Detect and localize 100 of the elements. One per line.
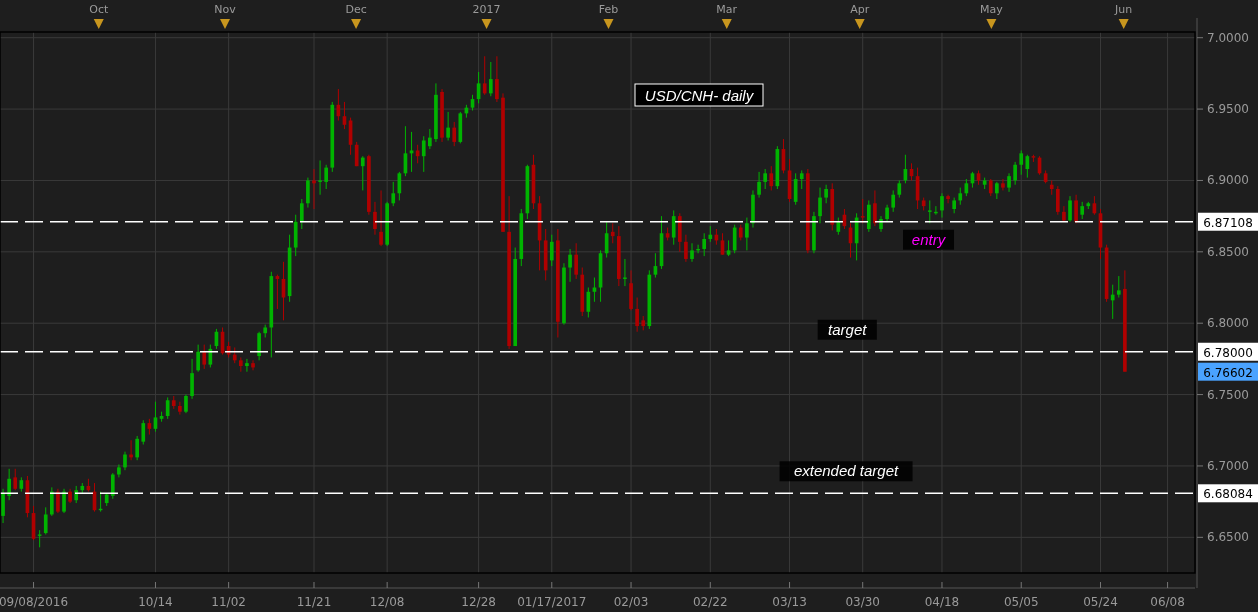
candlestick — [824, 184, 828, 204]
y-tick-label: 6.8000 — [1207, 316, 1249, 331]
text: Nov — [214, 3, 237, 16]
candlestick — [245, 358, 249, 373]
candlestick — [391, 181, 396, 207]
ref-line-label: extended target — [793, 462, 900, 480]
text: Dec — [345, 3, 367, 16]
candlestick — [1055, 185, 1060, 216]
text: Mar — [716, 3, 738, 16]
candlestick — [690, 242, 694, 263]
candlestick — [946, 194, 950, 204]
candlestick — [732, 224, 737, 254]
text: 6.68084 — [1203, 487, 1253, 502]
ref-line-label: entry — [911, 230, 947, 248]
candlestick — [409, 131, 414, 173]
y-tick-label: 7.0000 — [1207, 30, 1249, 45]
candlestick — [275, 274, 280, 310]
candlestick — [123, 451, 127, 471]
candlestick — [818, 187, 822, 224]
candlestick — [610, 222, 615, 244]
x-tick-label: 09/08/2016 — [0, 595, 69, 609]
candlestick — [574, 242, 578, 280]
candlestick — [299, 198, 304, 230]
text: 6.78000 — [1203, 345, 1253, 360]
y-tick-label: 6.9500 — [1207, 102, 1249, 117]
candlestick — [379, 189, 383, 247]
candlestick — [141, 419, 146, 446]
candlestick — [1068, 195, 1072, 223]
candlestick — [927, 199, 932, 224]
x-tick-label: 12/08 — [369, 595, 405, 609]
text: Jun — [1114, 3, 1133, 16]
candlestick — [62, 488, 66, 514]
y-tick-label: 6.7000 — [1207, 458, 1249, 473]
y-tick-label: 6.7500 — [1207, 387, 1249, 402]
x-tick-label: 10/14 — [138, 595, 173, 609]
candlestick — [178, 401, 182, 416]
x-tick-label: 12/28 — [461, 595, 496, 609]
candlestick — [1019, 149, 1024, 176]
candlestick — [488, 61, 493, 97]
candlestick — [1001, 178, 1005, 191]
candlestick — [1074, 194, 1078, 224]
text: May — [979, 3, 1004, 16]
candlestick — [110, 472, 115, 500]
candlestick — [891, 189, 896, 213]
candlestick — [324, 164, 329, 190]
candlestick — [1110, 284, 1115, 320]
x-tick-label: 11/21 — [296, 595, 332, 609]
text: USD/CNH- daily — [644, 87, 755, 104]
candlestick — [251, 359, 255, 371]
y-tick-label: 6.8500 — [1207, 244, 1249, 259]
x-tick-label: 11/02 — [211, 595, 246, 609]
candlestick — [306, 177, 310, 209]
candlestick — [184, 394, 188, 414]
x-tick-label: 04/18 — [924, 595, 960, 609]
candlestick — [702, 232, 707, 257]
candlestick — [452, 121, 457, 147]
candlestick — [873, 189, 877, 227]
candlestick — [428, 128, 432, 150]
text: 6.87108 — [1203, 215, 1253, 230]
candlestick — [135, 435, 140, 461]
candlestick — [1007, 172, 1011, 193]
y-tick-label: 6.9000 — [1207, 173, 1249, 188]
x-tick-label: 03/30 — [845, 595, 881, 609]
candlestick — [1, 488, 5, 524]
text: Feb — [598, 3, 619, 16]
candlestick — [43, 506, 48, 535]
x-tick-label: 02/03 — [613, 595, 649, 609]
candlestick — [568, 248, 572, 283]
candlestick — [56, 488, 60, 514]
x-tick-label: 05/24 — [1083, 595, 1118, 609]
x-tick-label: 02/22 — [693, 595, 728, 609]
candlestick — [49, 486, 54, 517]
text: 2017 — [472, 3, 501, 16]
candlestick — [190, 358, 194, 400]
candlestick — [360, 155, 365, 191]
y-tick-label: 6.6500 — [1207, 530, 1249, 545]
candlestick — [318, 159, 322, 196]
candlestick — [763, 168, 767, 190]
candlestick — [757, 171, 761, 199]
candlestick — [257, 331, 261, 361]
candlestick — [549, 234, 554, 267]
candlestick — [940, 192, 944, 219]
x-tick-label: 03/13 — [772, 595, 807, 609]
candlestick — [196, 344, 200, 373]
candlestick — [671, 209, 676, 246]
candlestick — [13, 468, 18, 491]
candlestick — [1013, 161, 1017, 186]
candlestick — [312, 168, 316, 210]
candlestick — [799, 169, 804, 190]
text: 6.76602 — [1203, 365, 1253, 380]
candlestick — [482, 55, 487, 96]
candlestick — [684, 234, 688, 263]
text: Apr — [850, 3, 870, 16]
candlestick — [745, 217, 749, 251]
candlestick — [860, 198, 865, 224]
ref-line-label: target — [828, 320, 868, 338]
candlestick — [7, 468, 11, 501]
candlestick — [373, 201, 377, 236]
candlestick — [202, 344, 207, 370]
candlestick — [769, 165, 774, 191]
